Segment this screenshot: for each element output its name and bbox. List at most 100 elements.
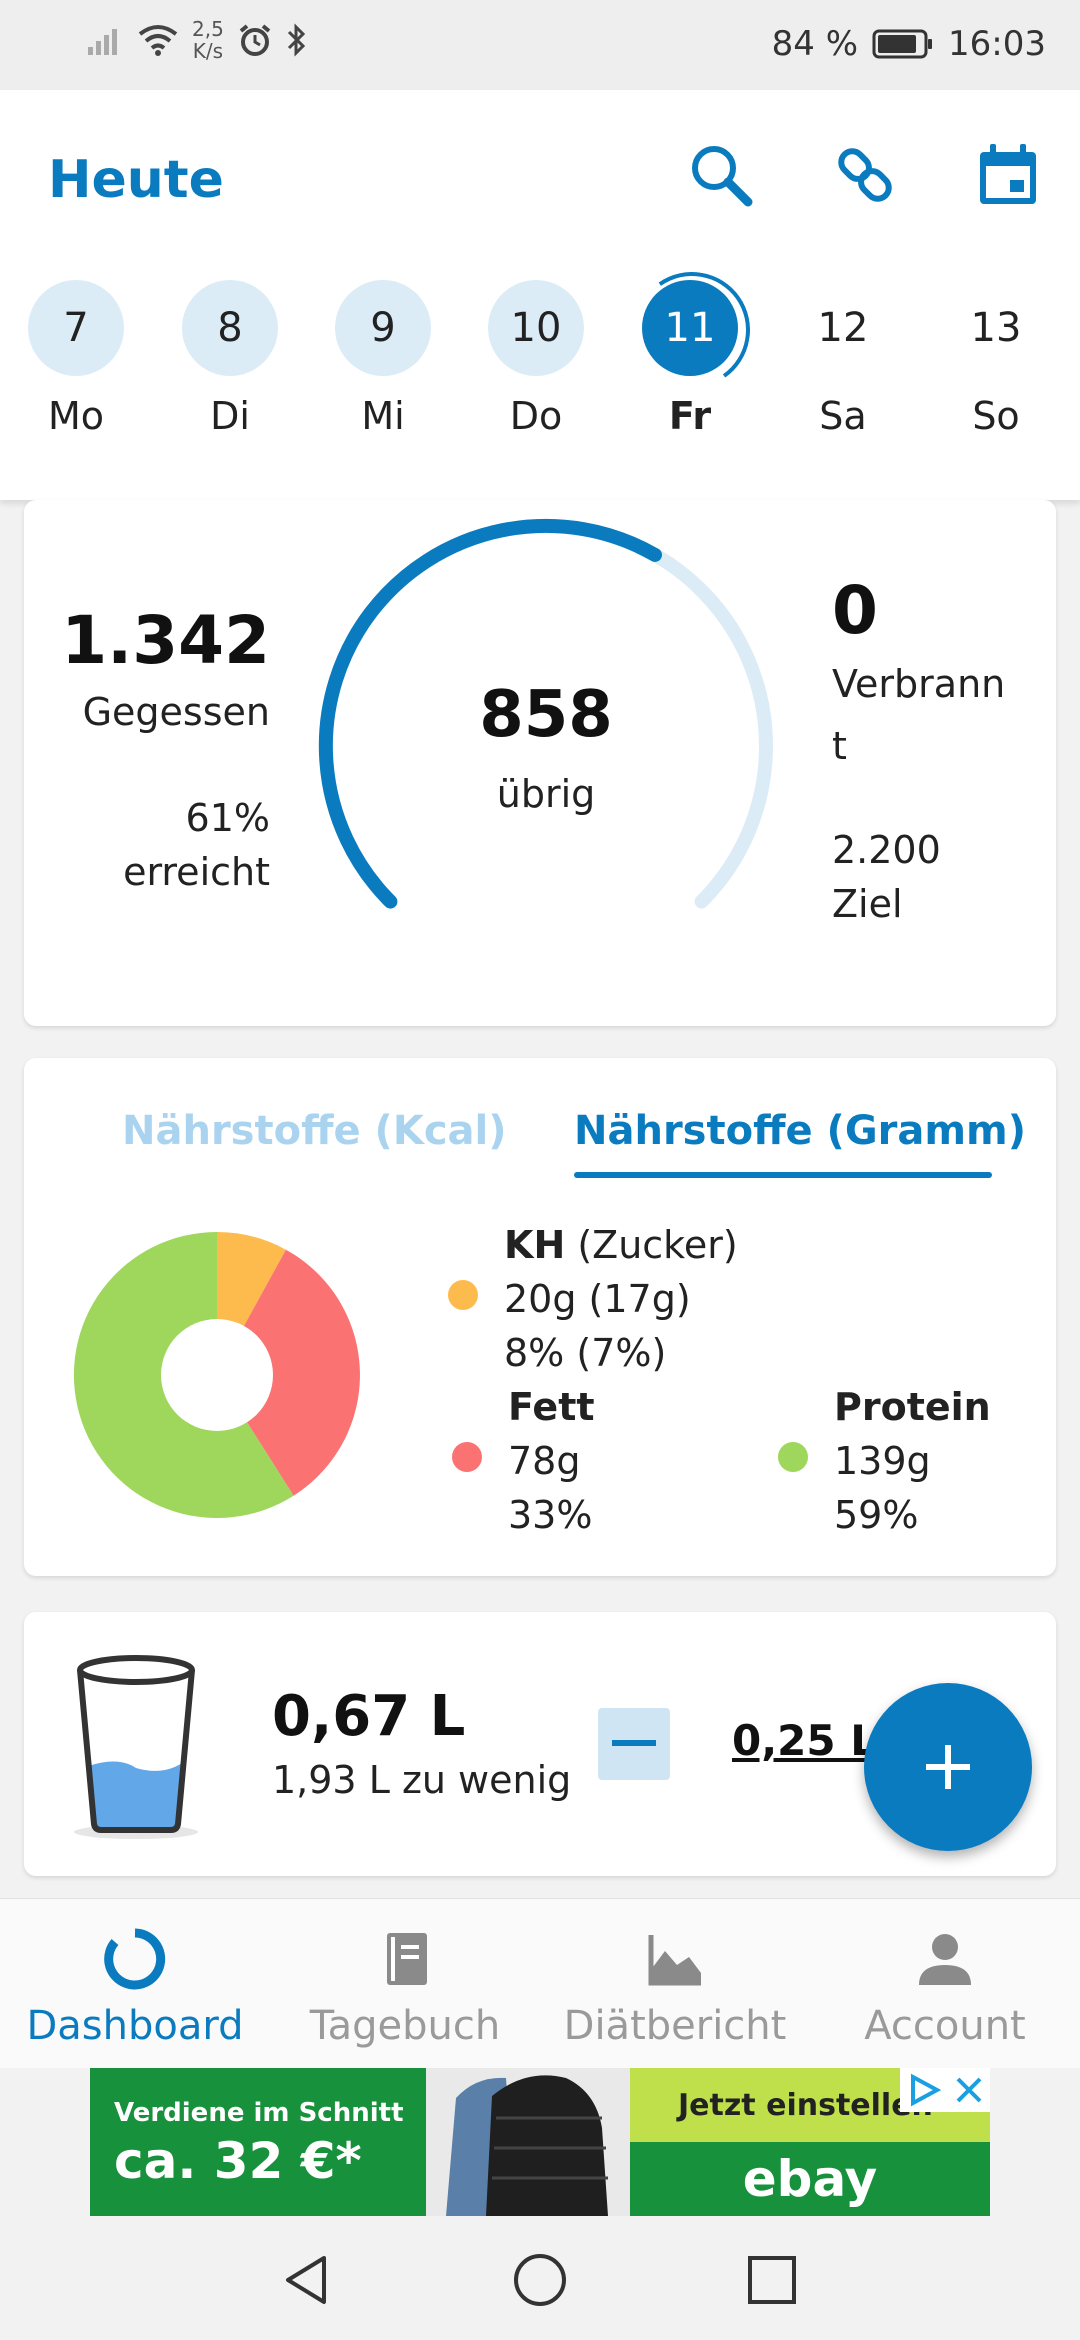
protein-title: Protein <box>834 1385 991 1429</box>
carbs-title: KH <box>504 1223 566 1267</box>
day-mo[interactable]: 7 Mo <box>26 280 126 438</box>
day-number: 11 <box>642 280 738 376</box>
chart-icon <box>648 1935 701 1986</box>
adchoices-icon[interactable] <box>907 2073 941 2107</box>
water-card: 0,67 L 1,93 L zu wenig 0,25 L <box>24 1612 1056 1876</box>
signal-icon <box>88 29 117 55</box>
water-deficit: 1,93 L zu wenig <box>272 1758 572 1802</box>
day-number: 13 <box>970 305 1022 351</box>
plus-icon <box>926 1745 970 1789</box>
nav-label: Tagebuch <box>309 2003 501 2049</box>
nav-diaetbericht[interactable]: Diätbericht <box>540 1927 810 2049</box>
percent-value: 61% <box>185 796 270 840</box>
battery-icon <box>872 29 933 59</box>
water-amount: 0,67 L <box>272 1684 466 1749</box>
carbs-grams: 20g (17g) <box>504 1277 691 1321</box>
status-bar: 2,5 K/s 84 % 16:03 <box>0 0 1080 90</box>
bottom-navigation: Dashboard Tagebuch Diätbericht Account <box>0 1898 1080 2068</box>
ad-banner[interactable]: Verdiene im Schnitt ca. 32 €* Jetzt eins… <box>90 2068 990 2216</box>
day-number: 12 <box>817 305 869 351</box>
goal-label: Ziel <box>832 882 903 926</box>
close-ad-icon[interactable] <box>954 2075 984 2105</box>
tab-nutrients-gram[interactable]: Nährstoffe (Gramm) <box>574 1108 1027 1154</box>
protein-legend: Protein 139g 59% <box>834 1380 991 1542</box>
day-label: Do <box>509 394 563 438</box>
ad-cta: Jetzt einstellen <box>678 2088 933 2123</box>
carbs-color-dot <box>448 1280 478 1310</box>
water-portion-selector[interactable]: 0,25 L <box>732 1716 878 1765</box>
fat-title: Fett <box>508 1385 595 1429</box>
pie-slice-fett <box>217 1249 360 1496</box>
ad-cta-panel: Jetzt einstellen ebay <box>630 2068 990 2216</box>
day-so[interactable]: 13 So <box>946 280 1046 438</box>
calorie-gauge <box>318 518 773 909</box>
nav-tagebuch[interactable]: Tagebuch <box>270 1927 540 2049</box>
bluetooth-icon <box>287 23 305 57</box>
percent-label: erreicht <box>123 850 270 894</box>
recents-icon[interactable] <box>744 2252 800 2308</box>
net-speed: 2,5 K/s <box>192 17 224 63</box>
fat-legend: Fett 78g 33% <box>508 1380 595 1542</box>
back-icon[interactable] <box>280 2252 336 2308</box>
app-header: Heute 7 Mo 8 Di 9 Mi 10 Do <box>0 90 1080 500</box>
day-label: Mi <box>361 394 405 438</box>
alarm-icon <box>239 24 271 56</box>
macro-pie-chart <box>73 1232 360 1518</box>
fat-color-dot <box>452 1442 482 1472</box>
link-icon[interactable] <box>830 140 900 210</box>
battery-percent: 84 % <box>771 24 859 64</box>
ad-controls <box>900 2068 990 2112</box>
eaten-value: 1.342 <box>61 602 270 679</box>
nav-label: Account <box>864 2003 1026 2049</box>
diary-icon <box>387 1933 427 1985</box>
carbs-legend: KH (Zucker) 20g (17g) 8% (7%) <box>504 1218 738 1380</box>
week-selector: 7 Mo 8 Di 9 Mi 10 Do 11 Fr 12 Sa 13 So <box>0 280 1080 480</box>
day-label: So <box>972 394 1020 438</box>
fat-percent: 33% <box>508 1493 593 1537</box>
carbs-percent: 8% (7%) <box>504 1331 667 1375</box>
nutrients-card: Nährstoffe (Kcal) Nährstoffe (Gramm) KH … <box>24 1058 1056 1576</box>
burned-value: 0 <box>832 572 878 649</box>
day-do[interactable]: 10 Do <box>486 280 586 438</box>
remaining-value: 858 <box>479 678 613 752</box>
account-icon <box>919 1934 971 1985</box>
search-icon[interactable] <box>686 140 756 210</box>
protein-grams: 139g <box>834 1439 931 1483</box>
goal-value: 2.200 <box>832 828 941 872</box>
eaten-label: Gegessen <box>82 690 270 734</box>
home-icon[interactable] <box>512 2252 568 2308</box>
day-label: Sa <box>819 394 867 438</box>
nav-account[interactable]: Account <box>810 1927 1080 2049</box>
tab-nutrients-kcal[interactable]: Nährstoffe (Kcal) <box>122 1108 507 1154</box>
calorie-card[interactable]: 1.342 Gegessen 61% erreicht 858 übrig 0 … <box>24 500 1056 1026</box>
ad-jacket-image <box>426 2068 630 2216</box>
add-water-button[interactable] <box>864 1683 1032 1851</box>
remaining-label: übrig <box>496 772 596 816</box>
carbs-title-extra: (Zucker) <box>577 1223 738 1267</box>
clock: 16:03 <box>948 24 1046 64</box>
burned-label: Verbrann <box>832 662 1006 706</box>
ad-line-1: Verdiene im Schnitt <box>114 2098 404 2128</box>
decrease-water-button[interactable] <box>598 1708 670 1780</box>
ad-line-2: ca. 32 €* <box>114 2132 362 2190</box>
fat-grams: 78g <box>508 1439 581 1483</box>
day-number: 10 <box>488 280 584 376</box>
day-di[interactable]: 8 Di <box>180 280 280 438</box>
day-label: Di <box>210 394 250 438</box>
calendar-icon[interactable] <box>974 140 1044 210</box>
day-number: 8 <box>182 280 278 376</box>
ad-text-panel: Verdiene im Schnitt ca. 32 €* <box>90 2068 426 2216</box>
nav-label: Dashboard <box>26 2003 244 2049</box>
protein-percent: 59% <box>834 1493 919 1537</box>
day-fr[interactable]: 11 Fr <box>640 280 740 438</box>
page-title: Heute <box>48 150 224 210</box>
protein-color-dot <box>778 1442 808 1472</box>
day-mi[interactable]: 9 Mi <box>333 280 433 438</box>
dashboard-icon <box>104 1928 166 1990</box>
day-label: Fr <box>668 394 712 438</box>
day-label: Mo <box>47 394 105 438</box>
day-sa[interactable]: 12 Sa <box>793 280 893 438</box>
nav-dashboard[interactable]: Dashboard <box>0 1927 270 2049</box>
system-navigation-bar <box>0 2216 1080 2340</box>
minus-icon <box>612 1740 656 1746</box>
